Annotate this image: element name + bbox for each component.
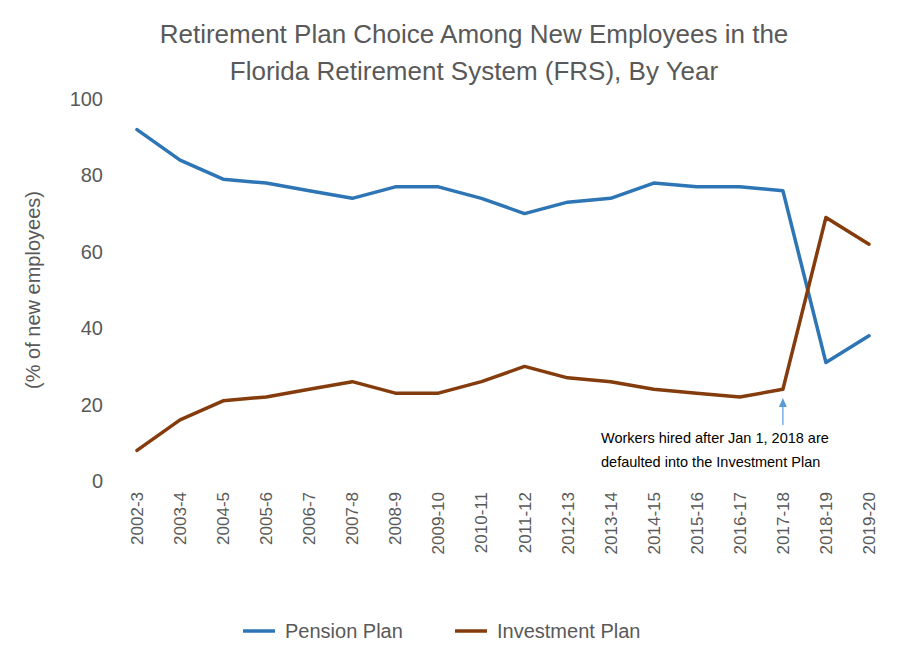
x-tick-label: 2003-4 bbox=[171, 492, 190, 545]
x-tick-label: 2006-7 bbox=[300, 492, 319, 545]
x-tick-label: 2008-9 bbox=[386, 492, 405, 545]
legend-label: Pension Plan bbox=[285, 620, 403, 642]
series-line bbox=[137, 217, 869, 450]
annotation: Workers hired after Jan 1, 2018 are bbox=[601, 430, 829, 446]
x-tick-label: 2002-3 bbox=[128, 492, 147, 545]
x-tick-label: 2010-11 bbox=[472, 492, 491, 553]
x-tick-label: 2011-12 bbox=[516, 492, 535, 553]
annotation-arrowhead bbox=[779, 398, 787, 407]
y-tick-label: 80 bbox=[81, 164, 103, 186]
y-tick-label: 20 bbox=[81, 394, 103, 416]
x-tick-label: 2016-17 bbox=[731, 492, 750, 554]
x-tick-label: 2009-10 bbox=[429, 492, 448, 554]
x-tick-label: 2017-18 bbox=[774, 492, 793, 554]
x-tick-label: 2018-19 bbox=[817, 492, 836, 554]
title: Florida Retirement System (FRS), By Year bbox=[230, 56, 719, 86]
x-tick-label: 2004-5 bbox=[214, 492, 233, 545]
plot-area bbox=[137, 130, 869, 451]
x-tick-label: 2019-20 bbox=[860, 492, 879, 554]
chart: Retirement Plan Choice Among New Employe… bbox=[0, 0, 909, 660]
x-tick-label: 2005-6 bbox=[257, 492, 276, 545]
y-axis-label: (% of new employees) bbox=[22, 191, 44, 389]
y-tick-label: 40 bbox=[81, 317, 103, 339]
legend-swatch bbox=[455, 629, 487, 633]
series-line bbox=[137, 130, 869, 363]
title: Retirement Plan Choice Among New Employe… bbox=[160, 19, 789, 49]
y-tick-label: 0 bbox=[92, 470, 103, 492]
annotation: defaulted into the Investment Plan bbox=[601, 454, 820, 470]
x-tick-label: 2007-8 bbox=[343, 492, 362, 545]
x-tick-label: 2012-13 bbox=[559, 492, 578, 554]
y-tick-label: 60 bbox=[81, 241, 103, 263]
annotation-arrow bbox=[782, 404, 783, 425]
legend-swatch bbox=[243, 629, 275, 633]
x-tick-label: 2013-14 bbox=[602, 492, 621, 554]
x-tick-label: 2014-15 bbox=[645, 492, 664, 554]
x-tick-label: 2015-16 bbox=[688, 492, 707, 554]
legend-label: Investment Plan bbox=[497, 620, 640, 642]
y-tick-label: 100 bbox=[70, 88, 103, 110]
